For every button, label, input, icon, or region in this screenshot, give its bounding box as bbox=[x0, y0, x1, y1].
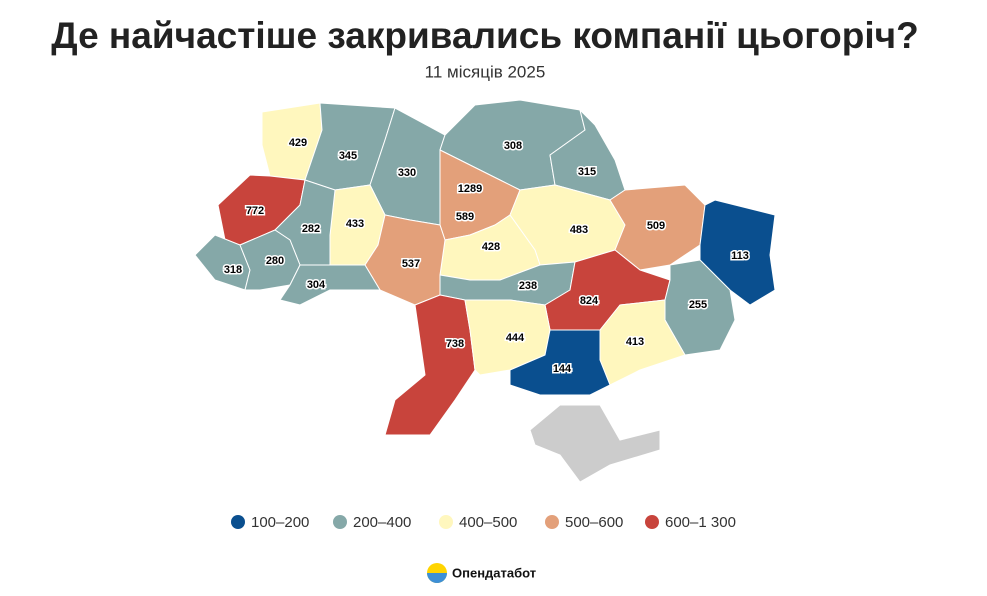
legend-swatch bbox=[231, 515, 245, 529]
title: Де найчастіше закривались компанії цього… bbox=[51, 15, 918, 56]
legend-label: 600–1 300 bbox=[665, 514, 736, 531]
region-value: 315 bbox=[578, 166, 596, 178]
subtitle: 11 місяців 2025 bbox=[425, 62, 546, 81]
legend-label: 500–600 bbox=[565, 514, 623, 531]
region-value: 345 bbox=[339, 150, 357, 162]
region-value: 824 bbox=[580, 295, 599, 307]
region-value: 255 bbox=[689, 299, 707, 311]
region-value: 282 bbox=[302, 223, 320, 235]
region-value: 444 bbox=[506, 332, 525, 344]
legend-swatch bbox=[645, 515, 659, 529]
legend-swatch bbox=[545, 515, 559, 529]
region bbox=[509, 329, 611, 396]
legend-label: 200–400 bbox=[353, 514, 411, 531]
region-value: 483 bbox=[570, 224, 588, 236]
region-value: 144 bbox=[553, 363, 572, 375]
legend-swatch bbox=[333, 515, 347, 529]
region-value: 308 bbox=[504, 140, 522, 152]
region-value: 509 bbox=[647, 220, 665, 232]
brand-logo: Опендатабот bbox=[427, 563, 536, 583]
region bbox=[664, 259, 736, 356]
region bbox=[609, 184, 706, 271]
crimea bbox=[529, 404, 661, 483]
region-value: 238 bbox=[519, 280, 537, 292]
region-value: 738 bbox=[446, 338, 464, 350]
region-value: 304 bbox=[307, 279, 326, 291]
region-value: 413 bbox=[626, 336, 644, 348]
legend-label: 100–200 bbox=[251, 514, 309, 531]
legend-swatch bbox=[439, 515, 453, 529]
region-value: 537 bbox=[402, 258, 420, 270]
region-value: 429 bbox=[289, 137, 307, 149]
region-value: 433 bbox=[346, 218, 364, 230]
region-value: 589 bbox=[456, 211, 474, 223]
region-value: 772 bbox=[246, 205, 264, 217]
region-value: 1289 bbox=[458, 183, 482, 195]
region-value: 280 bbox=[266, 255, 284, 267]
region-value: 113 bbox=[731, 250, 749, 262]
region-value: 330 bbox=[398, 167, 416, 179]
logo-icon-half bbox=[427, 573, 447, 583]
legend-label: 400–500 bbox=[459, 514, 517, 531]
region-value: 318 bbox=[224, 264, 242, 276]
map bbox=[194, 99, 776, 483]
region bbox=[279, 264, 381, 306]
region-value: 428 bbox=[482, 241, 500, 253]
brand-name: Опендатабот bbox=[452, 565, 536, 580]
legend: 100–200 200–400 400–500 500–600 600–1 300 bbox=[231, 514, 736, 531]
region bbox=[384, 294, 476, 436]
region-labels: 429 345 330 308 315 772 1289 589 433 282 483 509 113… bbox=[222, 135, 750, 376]
